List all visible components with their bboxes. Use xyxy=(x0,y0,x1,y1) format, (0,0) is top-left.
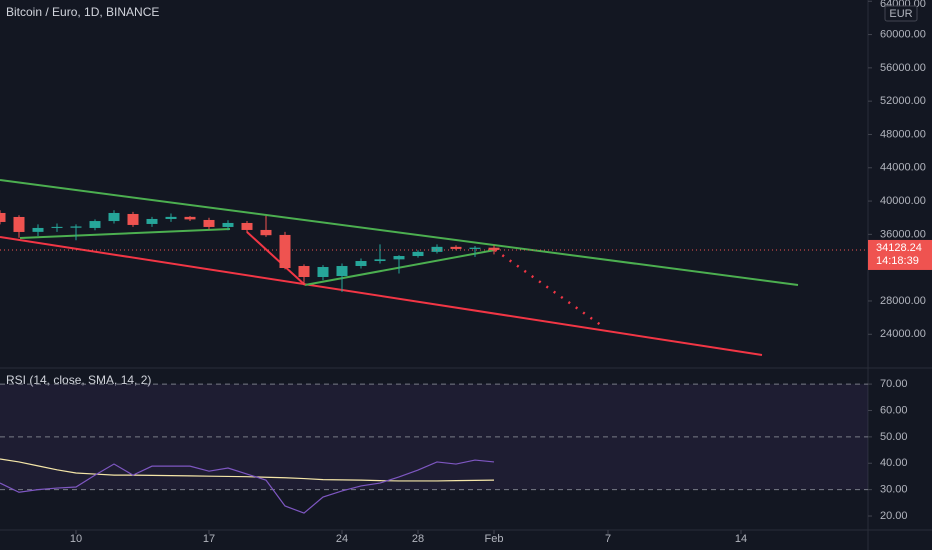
candle-body xyxy=(222,222,234,227)
y-tick-label: 36000.00 xyxy=(880,228,926,240)
candle-body xyxy=(108,212,120,222)
candle-body xyxy=(260,229,272,236)
candle-body xyxy=(51,226,63,228)
drawings xyxy=(0,179,799,356)
y-tick-label: 50.00 xyxy=(880,431,908,443)
indicator-line xyxy=(0,459,495,514)
x-tick-label: 7 xyxy=(605,533,611,545)
candle-body xyxy=(469,247,481,249)
y-tick-label: 64000.00 xyxy=(880,0,926,10)
candle-body xyxy=(184,216,196,220)
candle-body xyxy=(203,219,215,227)
trend-line xyxy=(0,236,763,356)
candle-body xyxy=(241,222,253,230)
countdown: 14:18:39 xyxy=(876,255,919,267)
candle-body xyxy=(13,216,25,232)
y-tick-label: 30.00 xyxy=(880,484,908,496)
price-label-bg xyxy=(868,239,932,270)
y-tick-label: 40000.00 xyxy=(880,195,926,207)
y-tick-label: 40.00 xyxy=(880,457,908,469)
trend-line xyxy=(246,231,306,286)
y-tick-label: 60000.00 xyxy=(880,28,926,40)
y-tick-label: 20.00 xyxy=(880,510,908,522)
x-tick-label: 10 xyxy=(70,533,82,545)
candle-body xyxy=(412,251,424,257)
price-label: 34128.24 xyxy=(876,242,922,254)
chart-title: Bitcoin / Euro, 1D, BINANCE xyxy=(6,5,159,19)
x-tick-label: 14 xyxy=(735,533,747,545)
y-tick-label: 70.00 xyxy=(880,378,908,390)
y-tick-label: 48000.00 xyxy=(880,128,926,140)
candle-body xyxy=(32,227,44,232)
indicator-title: RSI (14, close, SMA, 14, 2) xyxy=(6,373,151,387)
candle-body xyxy=(146,218,158,224)
y-tick-label: 24000.00 xyxy=(880,328,926,340)
candle-body xyxy=(0,212,6,222)
candle-body xyxy=(431,246,443,252)
candle-body xyxy=(298,266,310,277)
x-tick-label: 28 xyxy=(412,533,424,545)
x-tick-label: Feb xyxy=(485,533,504,545)
trend-line xyxy=(0,179,799,286)
x-tick-label: 24 xyxy=(336,533,348,545)
candle-body xyxy=(89,221,101,228)
candle-body xyxy=(336,266,348,276)
y-tick-label: 56000.00 xyxy=(880,62,926,74)
candle-body xyxy=(355,261,367,267)
y-tick-label: 52000.00 xyxy=(880,95,926,107)
currency: EUR xyxy=(889,8,912,20)
trend-line xyxy=(19,228,231,239)
candle-body xyxy=(127,213,139,225)
candle-body xyxy=(317,267,329,277)
candle-body xyxy=(450,246,462,249)
currency-badge xyxy=(884,5,918,22)
trend-line xyxy=(304,249,496,286)
x-tick-label: 17 xyxy=(203,533,215,545)
candle-body xyxy=(374,259,386,262)
y-tick-label: 44000.00 xyxy=(880,162,926,174)
y-tick-label: 60.00 xyxy=(880,404,908,416)
candle-body xyxy=(488,247,500,250)
candle-body xyxy=(70,226,82,228)
y-tick-label: 28000.00 xyxy=(880,295,926,307)
candle-body xyxy=(165,216,177,219)
indicator-line xyxy=(0,458,495,482)
candle-body xyxy=(393,256,405,260)
candle-body xyxy=(279,234,291,269)
